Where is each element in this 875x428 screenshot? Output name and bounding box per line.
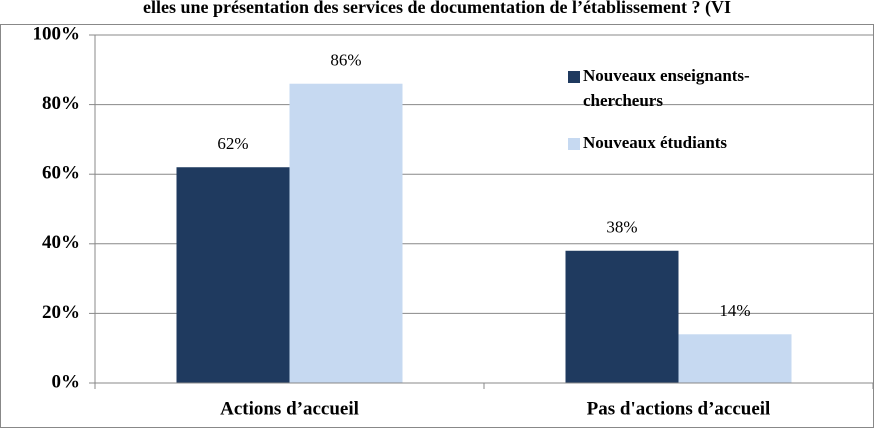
y-tick-label: 20%: [42, 302, 80, 323]
y-tick-label: 80%: [42, 93, 80, 114]
bar: [176, 167, 290, 383]
data-label: 86%: [330, 51, 361, 70]
data-label: 14%: [719, 301, 750, 320]
legend-swatch: [568, 138, 580, 150]
y-tick-label: 100%: [33, 23, 81, 44]
bar: [678, 334, 792, 383]
bar: [565, 250, 679, 383]
data-label: 62%: [217, 134, 248, 153]
data-label: 38%: [606, 218, 637, 237]
y-tick-label: 60%: [42, 163, 80, 184]
x-tick-label: Actions d’accueil: [220, 398, 359, 419]
y-tick-label: 0%: [52, 371, 81, 392]
chart-title: elles une présentation des services de d…: [143, 0, 731, 18]
legend-label: Nouveaux étudiants: [583, 133, 727, 152]
y-tick-label: 40%: [42, 232, 80, 253]
x-tick-label: Pas d'actions d’accueil: [587, 398, 771, 419]
bar: [289, 83, 403, 383]
legend-swatch: [568, 71, 580, 83]
legend-label: Nouveaux enseignants-chercheurs: [583, 66, 750, 110]
